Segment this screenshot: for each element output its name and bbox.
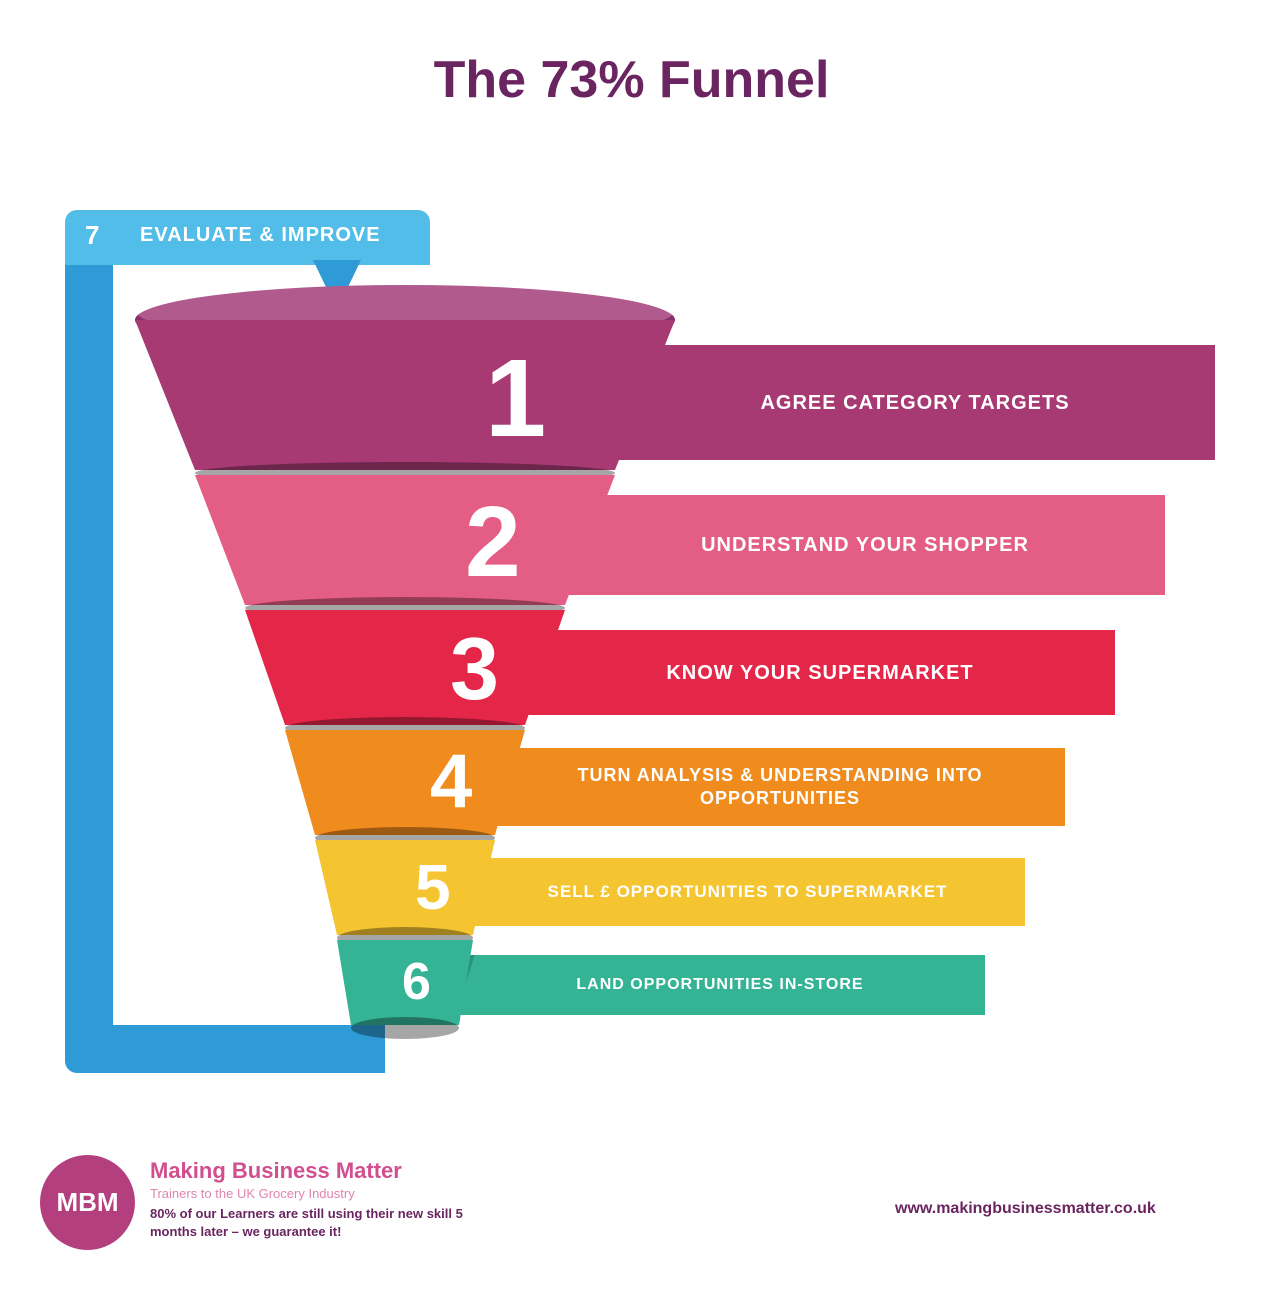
- funnel-segment-1: 1: [135, 320, 675, 470]
- funnel-shape: [245, 610, 565, 725]
- stage-bar-3: KNOW YOUR SUPERMARKET: [525, 630, 1115, 715]
- stage-label-4: TURN ANALYSIS & UNDERSTANDING INTO OPPOR…: [515, 764, 1045, 811]
- funnel-lip-shadow: [351, 1017, 459, 1039]
- funnel-shape: [135, 320, 675, 470]
- funnel-segment-5: 5: [315, 840, 495, 935]
- stage-label-3: KNOW YOUR SUPERMARKET: [666, 660, 973, 686]
- brand-text-block: Making Business Matter Trainers to the U…: [150, 1158, 480, 1240]
- brand-claim: 80% of our Learners are still using thei…: [150, 1205, 480, 1240]
- funnel-shape: [315, 840, 495, 935]
- brand-title: Making Business Matter: [150, 1158, 480, 1184]
- stage-label-1: AGREE CATEGORY TARGETS: [760, 390, 1069, 416]
- stage-label-5: SELL £ OPPORTUNITIES TO SUPERMARKET: [548, 881, 948, 903]
- loop-pipe-left: [65, 260, 113, 1050]
- funnel-shape: [195, 475, 615, 605]
- loop-number: 7: [85, 220, 99, 251]
- stage-number-3: 3: [450, 618, 499, 720]
- stage-number-1: 1: [485, 335, 546, 462]
- stage-label-2: UNDERSTAND YOUR SHOPPER: [701, 532, 1029, 558]
- stage-bar-2: UNDERSTAND YOUR SHOPPER: [565, 495, 1165, 595]
- stage-bar-6: LAND OPPORTUNITIES IN-STORE: [455, 955, 985, 1015]
- funnel-shape: [285, 730, 525, 835]
- stage-number-5: 5: [415, 850, 451, 924]
- stage-number-4: 4: [430, 738, 472, 825]
- page-title: The 73% Funnel: [0, 50, 1263, 110]
- stage-bar-1: AGREE CATEGORY TARGETS: [615, 345, 1215, 460]
- stage-bar-5: SELL £ OPPORTUNITIES TO SUPERMARKET: [470, 858, 1025, 926]
- stage-number-2: 2: [465, 485, 521, 600]
- funnel-segment-3: 3: [245, 610, 565, 725]
- stage-number-6: 6: [402, 952, 431, 1012]
- loop-label: EVALUATE & IMPROVE: [140, 224, 381, 247]
- brand-url: www.makingbusinessmatter.co.uk: [895, 1200, 1156, 1218]
- infographic-canvas: The 73% Funnel 7 EVALUATE & IMPROVE AGRE…: [0, 0, 1263, 1293]
- funnel-segment-6: 6: [337, 940, 473, 1025]
- funnel-segment-4: 4: [285, 730, 525, 835]
- brand-subtitle: Trainers to the UK Grocery Industry: [150, 1186, 480, 1201]
- stage-bar-4: TURN ANALYSIS & UNDERSTANDING INTO OPPOR…: [495, 748, 1065, 826]
- funnel-segment-2: 2: [195, 475, 615, 605]
- brand-logo-text: MBM: [56, 1187, 118, 1218]
- stage-label-6: LAND OPPORTUNITIES IN-STORE: [576, 975, 863, 996]
- loop-pipe-bottom: [65, 1025, 385, 1073]
- brand-logo: MBM: [40, 1155, 135, 1250]
